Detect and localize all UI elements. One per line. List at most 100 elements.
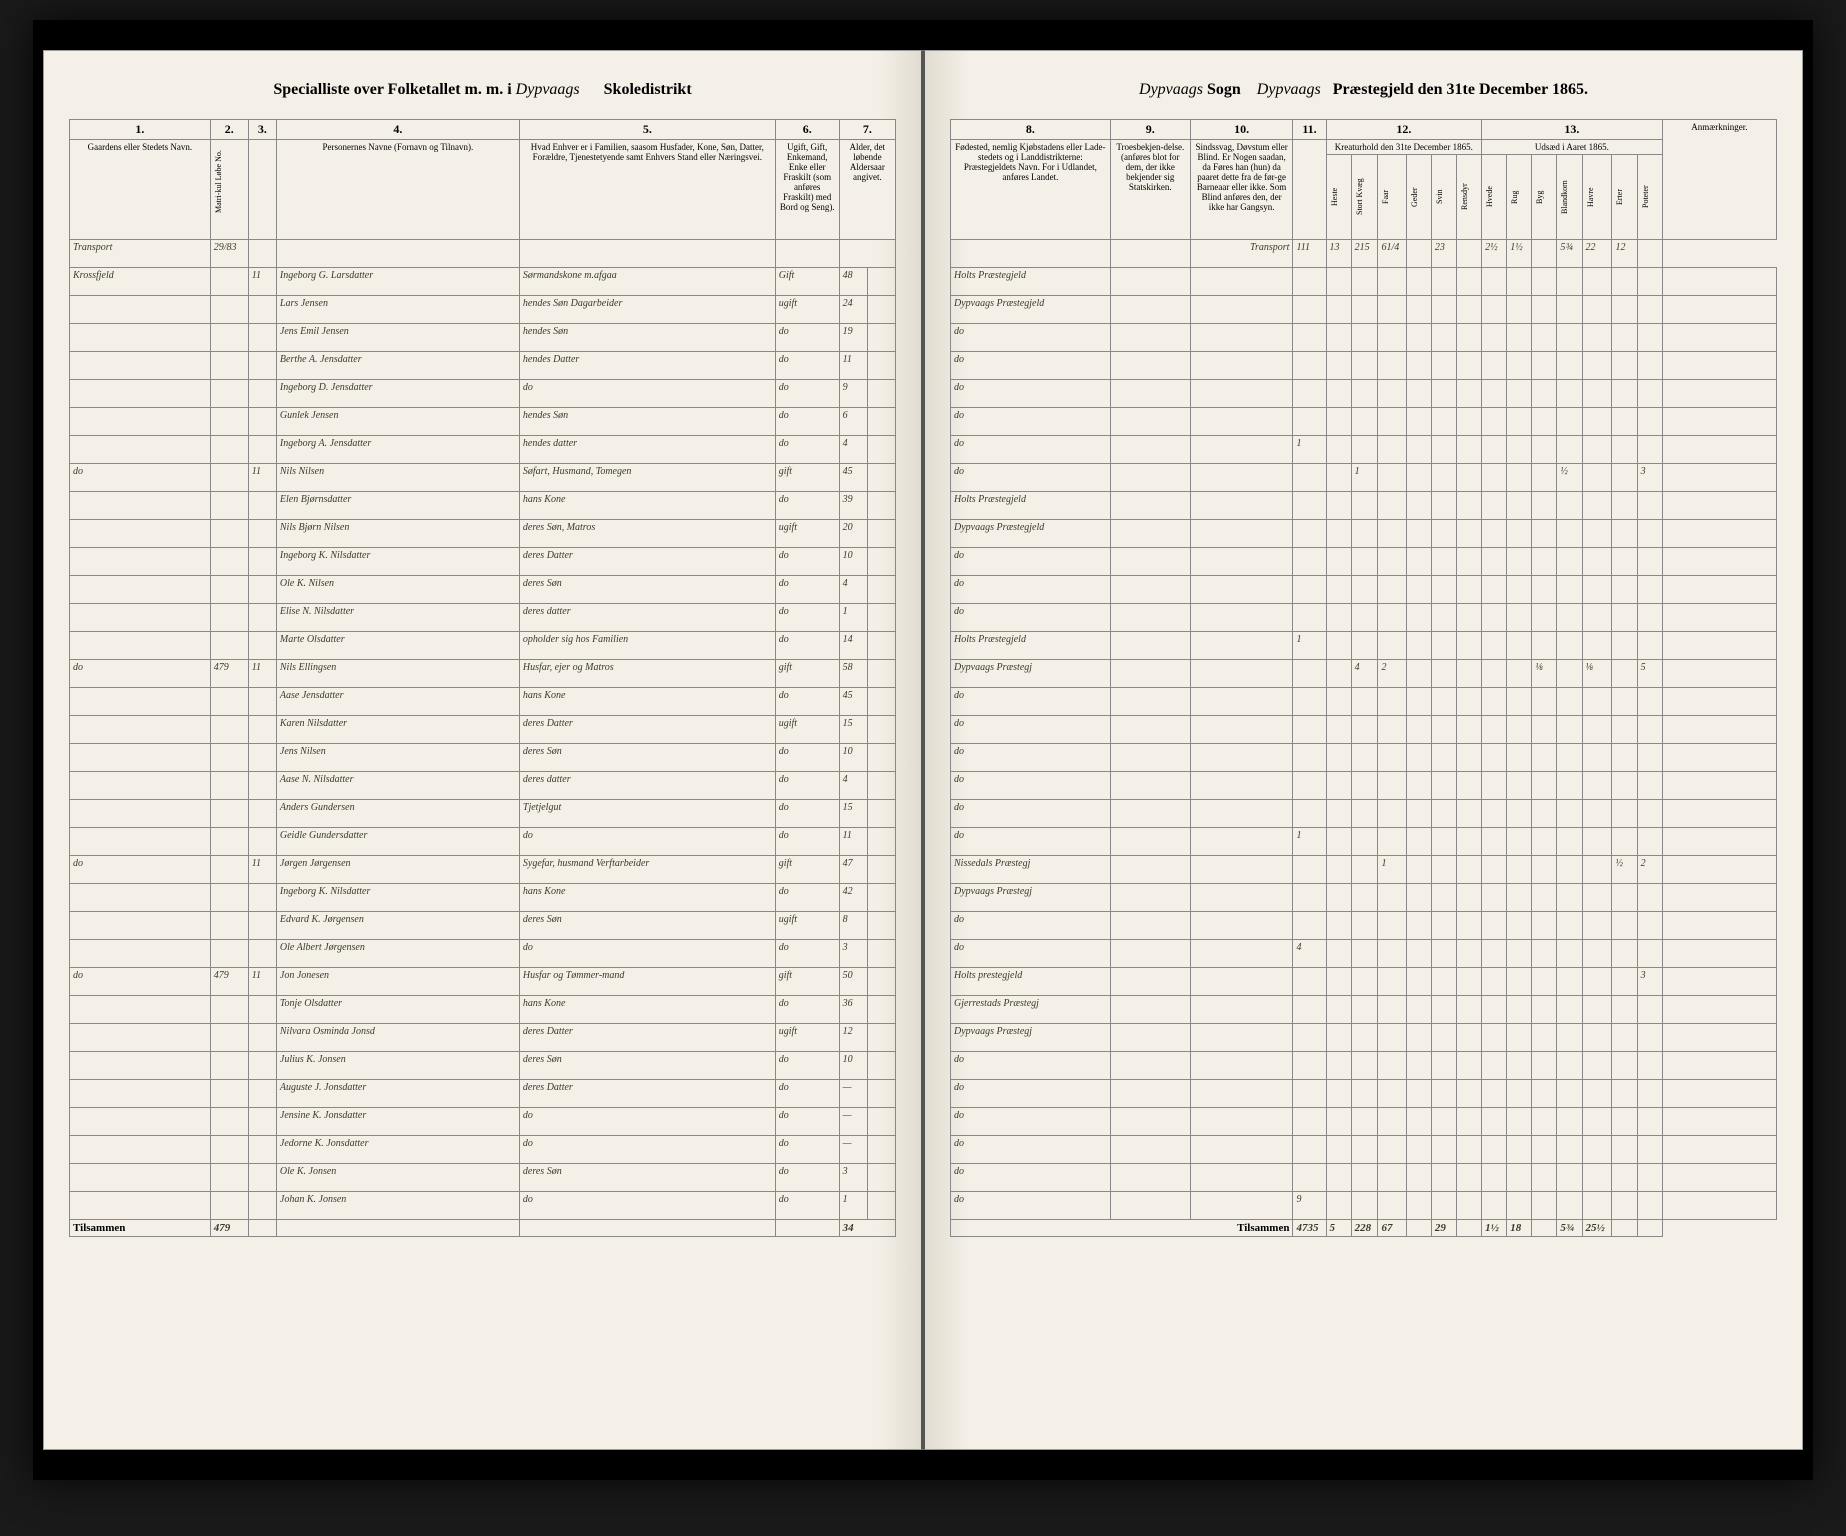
transport-val [1532, 240, 1557, 268]
cell-udsaed [1637, 744, 1662, 772]
transport-val: 13 [1326, 240, 1351, 268]
cell-kreatur [1456, 352, 1481, 380]
col-12-num: 12. [1326, 120, 1482, 140]
cell-kreatur [1378, 492, 1406, 520]
cell-stilling: hendes Datter [519, 352, 775, 380]
col-13-num: 13. [1482, 120, 1663, 140]
cell-stilling: opholder sig hos Familien [519, 632, 775, 660]
cell-udsaed [1557, 688, 1582, 716]
cell-remarks [1662, 1136, 1776, 1164]
table-row: Gjerrestads Præstegj [951, 996, 1777, 1024]
table-row: Ole K. Jonsen deres Søn do 3 [70, 1164, 896, 1192]
cell-udsaed [1582, 1080, 1612, 1108]
table-row: do [951, 548, 1777, 576]
cell-c11 [1293, 744, 1326, 772]
cell-udsaed [1482, 856, 1507, 884]
cell-stand: do [775, 352, 839, 380]
cell-matr [210, 604, 248, 632]
cell-c11: 1 [1293, 828, 1326, 856]
cell-udsaed [1612, 548, 1637, 576]
cell-troes [1110, 436, 1190, 464]
cell-c11 [1293, 660, 1326, 688]
cell-kreatur [1378, 576, 1406, 604]
cell-gaard [70, 716, 211, 744]
cell-udsaed [1532, 688, 1557, 716]
cell-udsaed [1507, 856, 1532, 884]
sub-header: Erter [1612, 155, 1637, 240]
cell-kreatur [1456, 800, 1481, 828]
cell-hus [248, 436, 276, 464]
cell-alder: 45 [839, 464, 867, 492]
cell-kreatur [1326, 352, 1351, 380]
cell-hus [248, 1164, 276, 1192]
cell-kreatur [1378, 800, 1406, 828]
cell-stand: gift [775, 968, 839, 996]
cell-gaard [70, 324, 211, 352]
cell-kreatur [1378, 1080, 1406, 1108]
table-row: do [951, 688, 1777, 716]
cell-alder: 4 [839, 772, 867, 800]
cell-kreatur [1378, 408, 1406, 436]
cell-c11 [1293, 296, 1326, 324]
cell-sinds [1190, 688, 1293, 716]
cell-c11 [1293, 688, 1326, 716]
cell-fodested: Holts prestegjeld [951, 968, 1111, 996]
cell-gaard [70, 884, 211, 912]
cell-udsaed [1532, 492, 1557, 520]
cell-sinds [1190, 1080, 1293, 1108]
cell-udsaed [1532, 940, 1557, 968]
cell-kreatur [1431, 828, 1456, 856]
cell-fodested: do [951, 1080, 1111, 1108]
cell-udsaed [1482, 1024, 1507, 1052]
cell-kreatur [1351, 940, 1378, 968]
cell-udsaed [1482, 968, 1507, 996]
cell-stand: do [775, 408, 839, 436]
cell-remarks [1662, 576, 1776, 604]
header-date: Præstegjeld den 31te December 1865. [1333, 81, 1588, 98]
cell-udsaed [1557, 940, 1582, 968]
cell-udsaed [1532, 380, 1557, 408]
cell-kreatur [1406, 688, 1431, 716]
cell-matr [210, 464, 248, 492]
cell-udsaed [1612, 380, 1637, 408]
cell-udsaed [1532, 1164, 1557, 1192]
col-11-num: 11. [1293, 120, 1326, 140]
cell-stand: do [775, 1080, 839, 1108]
cell-udsaed [1582, 296, 1612, 324]
cell-kreatur [1456, 912, 1481, 940]
cell-troes [1110, 1052, 1190, 1080]
transport-val: 61/4 [1378, 240, 1406, 268]
cell-udsaed [1582, 716, 1612, 744]
cell-kreatur [1406, 800, 1431, 828]
cell-stand: ugift [775, 296, 839, 324]
cell-sinds [1190, 520, 1293, 548]
cell-udsaed [1532, 828, 1557, 856]
cell-fodested: Dypvaags Præstegj [951, 884, 1111, 912]
cell-hus [248, 1108, 276, 1136]
cell-hus [248, 380, 276, 408]
cell-navn: Aase Jensdatter [276, 688, 519, 716]
cell-kreatur [1326, 408, 1351, 436]
cell-sinds [1190, 548, 1293, 576]
cell-matr [210, 296, 248, 324]
cell-kreatur [1406, 716, 1431, 744]
cell-udsaed [1482, 940, 1507, 968]
cell-udsaed [1482, 548, 1507, 576]
cell-stilling: hendes Søn [519, 408, 775, 436]
cell-kreatur [1456, 1108, 1481, 1136]
cell-gaard [70, 296, 211, 324]
cell-udsaed [1507, 1192, 1532, 1220]
cell-navn: Ingeborg A. Jensdatter [276, 436, 519, 464]
cell-kreatur [1378, 1192, 1406, 1220]
cell-udsaed [1582, 996, 1612, 1024]
cell-gaard [70, 688, 211, 716]
cell-sinds [1190, 492, 1293, 520]
cell-alder: 8 [839, 912, 867, 940]
cell-sinds [1190, 828, 1293, 856]
cell-fodested: Holts Præstegjeld [951, 268, 1111, 296]
footer-label-left: Tilsammen [70, 1220, 211, 1237]
cell-stilling: Sørmandskone m.afgaa [519, 268, 775, 296]
cell-kreatur [1406, 548, 1431, 576]
cell-kreatur [1378, 380, 1406, 408]
table-row: do 11 Nils Nilsen Søfart, Husmand, Tomeg… [70, 464, 896, 492]
